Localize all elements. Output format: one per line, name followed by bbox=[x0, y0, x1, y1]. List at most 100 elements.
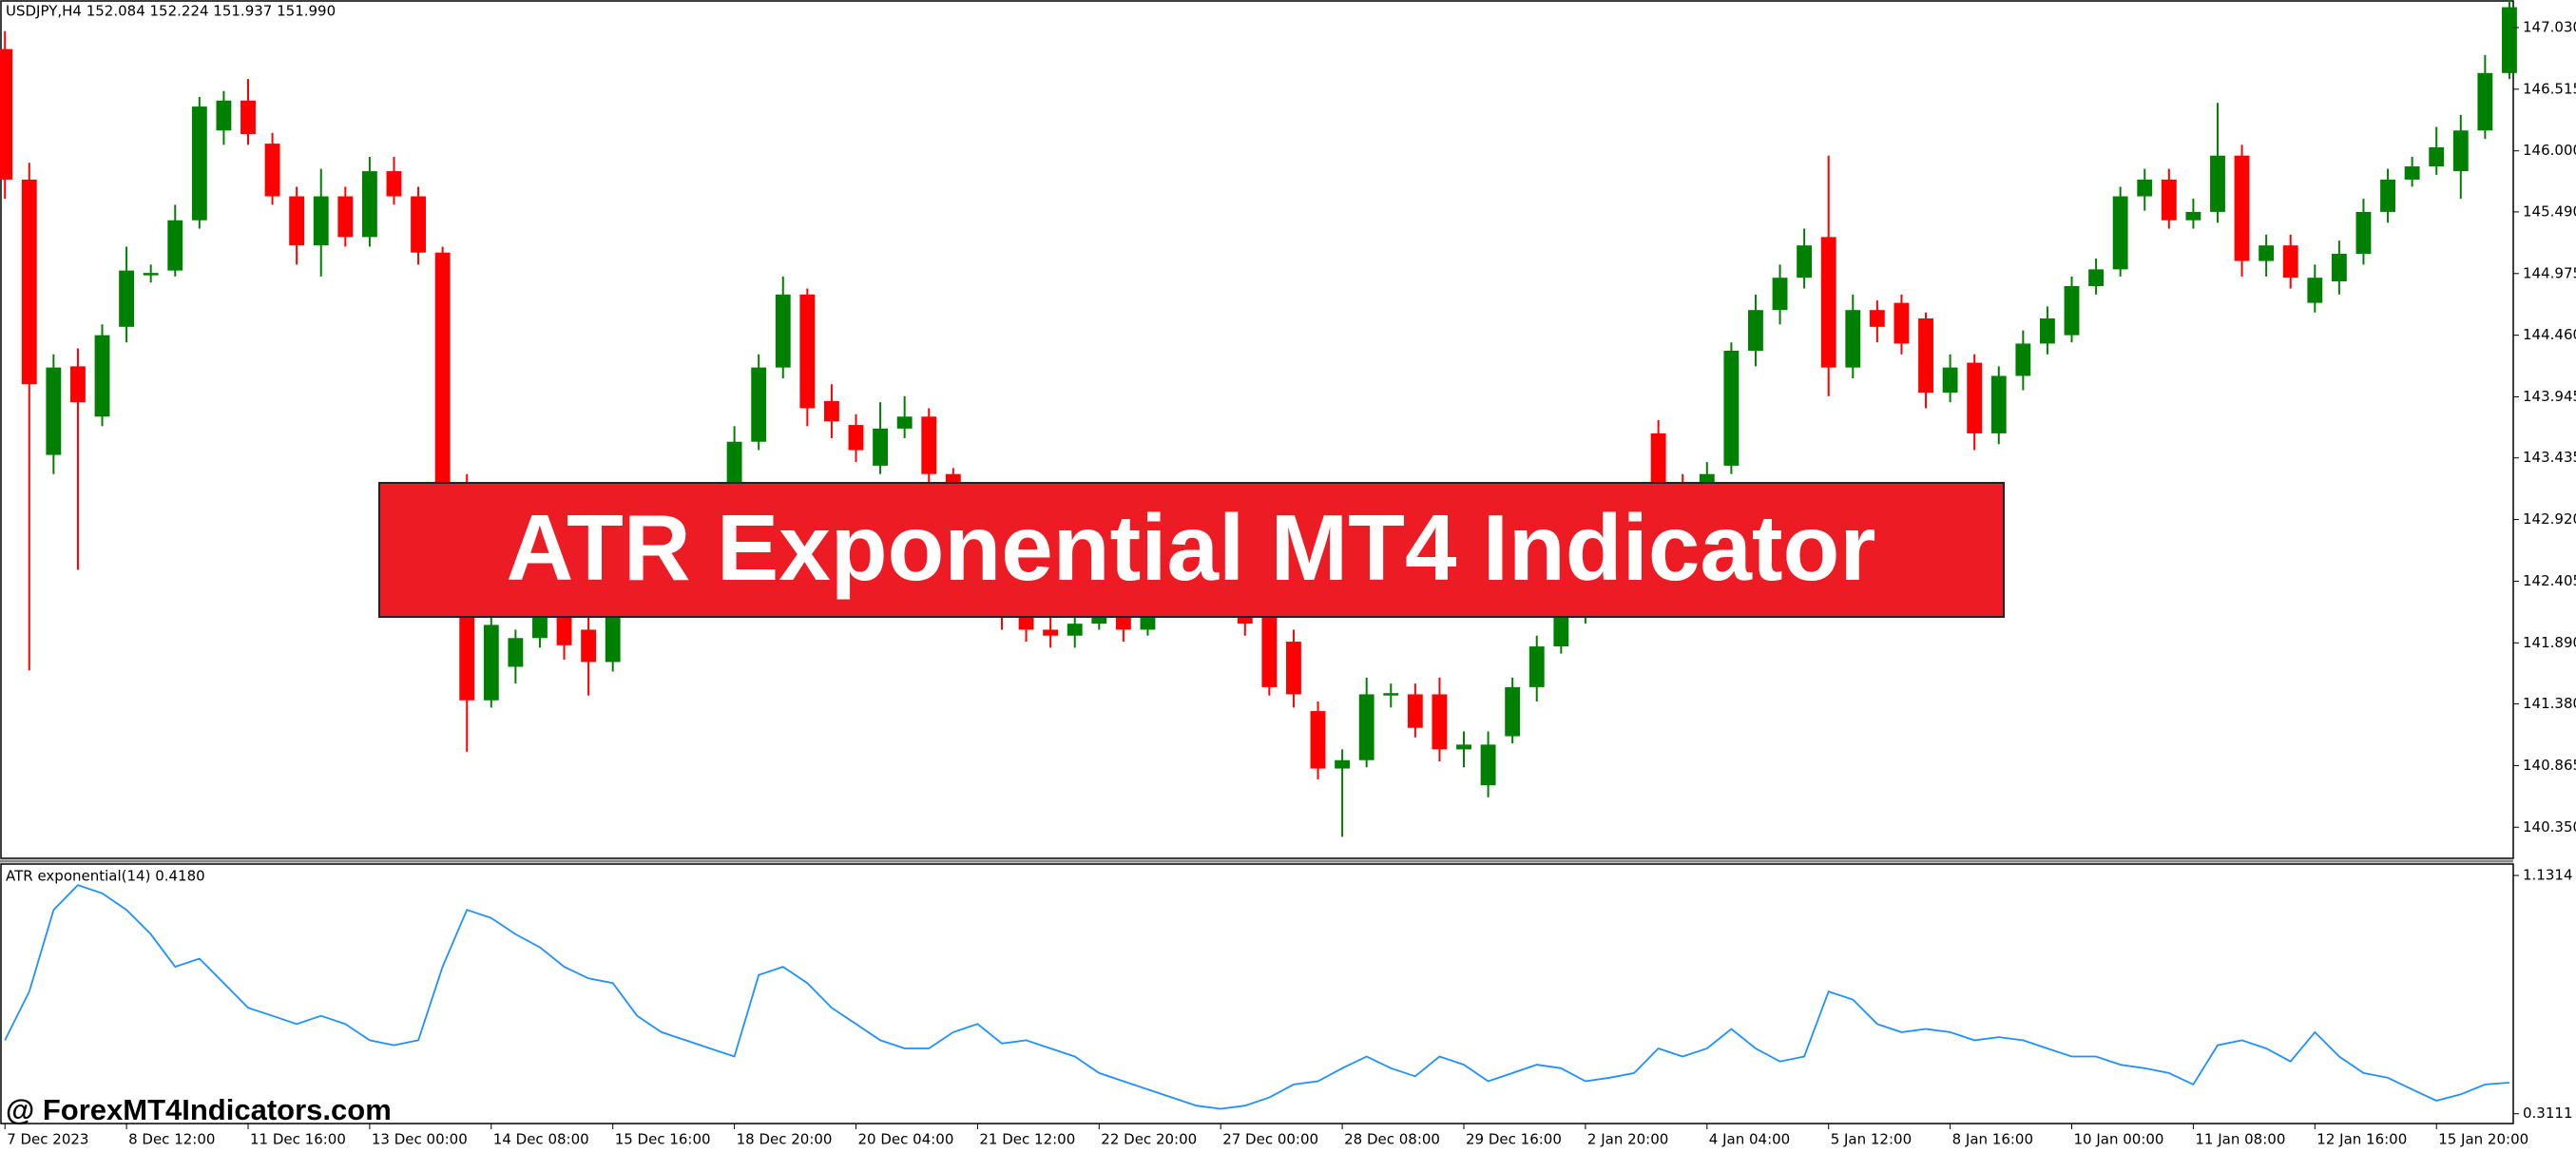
y-tick-label: 1.1314 bbox=[2523, 867, 2573, 884]
candle-body bbox=[2282, 245, 2298, 279]
candle-body bbox=[873, 428, 889, 466]
y-tick-label: 146.000 bbox=[2523, 142, 2576, 159]
candle-body bbox=[2161, 179, 2177, 221]
candle-body bbox=[1067, 624, 1083, 636]
y-tick-label: 0.3111 bbox=[2523, 1105, 2573, 1122]
candle-body bbox=[1748, 310, 1763, 352]
candle-body bbox=[483, 625, 499, 701]
candle-body bbox=[2502, 7, 2517, 73]
candle-body bbox=[216, 100, 232, 131]
x-tick-label: 21 Dec 12:00 bbox=[979, 1131, 1075, 1148]
candle-body bbox=[2210, 155, 2225, 212]
candle-body bbox=[70, 366, 86, 403]
candle-body bbox=[361, 171, 377, 238]
y-tick-label: 143.435 bbox=[2523, 449, 2576, 466]
candle-body bbox=[1820, 237, 1836, 368]
candle-body bbox=[726, 441, 742, 487]
candle-body bbox=[799, 294, 816, 409]
candle-body bbox=[2088, 269, 2105, 286]
candle-body bbox=[240, 100, 256, 135]
indicator-line bbox=[4, 884, 2509, 1110]
x-tick-label: 13 Dec 00:00 bbox=[372, 1131, 468, 1148]
candle-body bbox=[751, 367, 767, 442]
banner bbox=[378, 482, 2005, 618]
candle-body bbox=[2452, 130, 2469, 172]
candle-body bbox=[313, 196, 329, 246]
candle-body bbox=[1894, 302, 1910, 344]
candle-body bbox=[1432, 694, 1448, 750]
candle-body bbox=[46, 367, 62, 455]
y-tick-label: 140.350 bbox=[2523, 818, 2576, 836]
y-tick-label: 142.405 bbox=[2523, 572, 2576, 589]
candle-body bbox=[848, 425, 864, 451]
x-tick-label: 2 Jan 20:00 bbox=[1587, 1131, 1668, 1148]
y-tick-label: 146.515 bbox=[2523, 80, 2576, 97]
y-tick-label: 143.945 bbox=[2523, 388, 2576, 405]
candle-body bbox=[1553, 612, 1569, 647]
candle-body bbox=[2015, 343, 2031, 376]
candle-body bbox=[1407, 694, 1423, 728]
candle-body bbox=[1869, 310, 1885, 327]
candle-body bbox=[1335, 759, 1351, 769]
candle-body bbox=[191, 106, 207, 221]
candle-body bbox=[264, 144, 280, 197]
x-tick-label: 15 Jan 20:00 bbox=[2438, 1131, 2528, 1148]
candle-body bbox=[1967, 362, 1983, 433]
y-tick-label: 141.380 bbox=[2523, 695, 2576, 712]
candle-body bbox=[411, 196, 426, 253]
x-tick-label: 8 Jan 16:00 bbox=[1952, 1131, 2033, 1148]
candle-body bbox=[775, 294, 791, 368]
main-panel-frame bbox=[0, 0, 2514, 859]
candle-body bbox=[143, 273, 159, 276]
y-tick-label: 145.490 bbox=[2523, 202, 2576, 220]
candle-body bbox=[2112, 196, 2128, 270]
x-tick-label: 11 Dec 16:00 bbox=[250, 1131, 346, 1148]
candle-body bbox=[386, 171, 402, 197]
candle-body bbox=[921, 416, 937, 474]
candle-body bbox=[1772, 278, 1788, 311]
x-tick-label: 10 Jan 00:00 bbox=[2074, 1131, 2164, 1148]
candle-body bbox=[1261, 612, 1278, 687]
candle-body bbox=[581, 629, 597, 663]
x-tick-label: 15 Dec 16:00 bbox=[615, 1131, 711, 1148]
candle-body bbox=[1723, 351, 1740, 466]
candle-body bbox=[2039, 318, 2055, 344]
candle-body bbox=[1286, 642, 1301, 695]
candle-body bbox=[2064, 286, 2080, 336]
candle-body bbox=[556, 612, 572, 645]
candle-body bbox=[2477, 72, 2493, 131]
candle-body bbox=[0, 48, 13, 180]
candle-body bbox=[1505, 686, 1521, 737]
y-tick-label: 144.460 bbox=[2523, 326, 2576, 343]
y-tick-label: 141.890 bbox=[2523, 634, 2576, 651]
candle-body bbox=[1797, 245, 1813, 279]
candle-body bbox=[1358, 694, 1375, 760]
x-tick-label: 11 Jan 08:00 bbox=[2195, 1131, 2285, 1148]
candle-body bbox=[2307, 278, 2323, 303]
indicator-panel-frame bbox=[0, 863, 2514, 1124]
candle-body bbox=[21, 179, 37, 385]
candle-body bbox=[1845, 310, 1861, 368]
y-tick-label: 140.865 bbox=[2523, 757, 2576, 774]
candle-body bbox=[1383, 693, 1399, 696]
candle-body bbox=[1456, 744, 1471, 750]
candle-body bbox=[1990, 375, 2007, 433]
candle-body bbox=[1480, 744, 1496, 786]
candle-body bbox=[896, 416, 913, 429]
candle-body bbox=[605, 605, 621, 663]
candle-body bbox=[1528, 646, 1545, 687]
candle-body bbox=[2404, 166, 2420, 180]
x-tick-label: 8 Dec 12:00 bbox=[128, 1131, 215, 1148]
candle-body bbox=[2331, 253, 2347, 281]
candle-body bbox=[434, 252, 451, 487]
candle-body bbox=[2137, 179, 2153, 197]
y-tick-label: 144.975 bbox=[2523, 264, 2576, 281]
candle-body bbox=[1310, 711, 1326, 769]
candle-body bbox=[1018, 617, 1034, 630]
candle-body bbox=[1918, 318, 1933, 394]
candle-body bbox=[2355, 211, 2372, 254]
candle-body bbox=[119, 270, 135, 327]
candle-body bbox=[823, 400, 839, 422]
x-tick-label: 4 Jan 04:00 bbox=[1709, 1131, 1790, 1148]
